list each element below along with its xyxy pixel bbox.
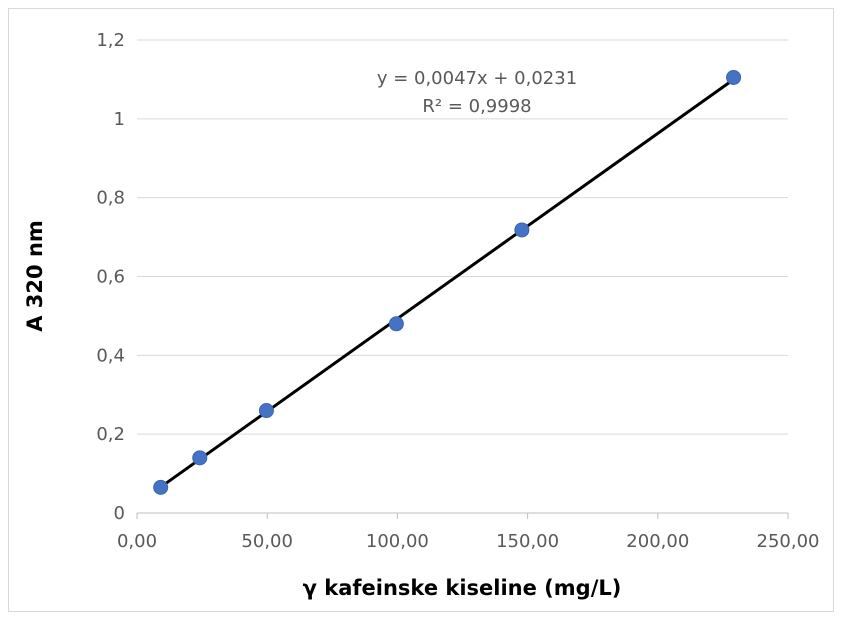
chart-frame bbox=[8, 8, 834, 612]
x-tick-label: 50,00 bbox=[241, 531, 293, 552]
data-point bbox=[388, 316, 404, 332]
x-tick-label: 0,00 bbox=[117, 531, 157, 552]
trendline-layer bbox=[159, 78, 735, 489]
x-tick-label: 150,00 bbox=[496, 531, 559, 552]
trendline-equation: y = 0,0047x + 0,0231 bbox=[377, 68, 577, 89]
x-tick-label: 250,00 bbox=[757, 531, 820, 552]
axis-layer bbox=[136, 512, 789, 519]
data-point bbox=[514, 222, 530, 238]
data-point bbox=[153, 479, 169, 495]
x-tick-label: 100,00 bbox=[366, 531, 429, 552]
data-points bbox=[153, 69, 742, 495]
y-tick-label: 0,6 bbox=[96, 267, 125, 288]
tick-labels: 0 0,2 0,4 0,6 0,8 1 1,2 0,00 50,00 100,00 150,00 20… bbox=[96, 30, 819, 552]
grid-layer bbox=[137, 39, 788, 435]
y-tick-label: 1,2 bbox=[96, 30, 125, 51]
y-tick-label: 0,8 bbox=[96, 188, 125, 209]
data-point bbox=[258, 403, 274, 419]
y-tick-label: 1 bbox=[114, 109, 125, 130]
y-tick-label: 0 bbox=[114, 503, 125, 524]
x-axis-title: γ kafeinske kiseline (mg/L) bbox=[303, 576, 622, 600]
y-tick-label: 0,4 bbox=[96, 345, 125, 366]
y-tick-label: 0,2 bbox=[96, 424, 125, 445]
trendline bbox=[159, 78, 735, 489]
x-tick-label: 200,00 bbox=[626, 531, 689, 552]
y-axis-title: A 320 nm bbox=[23, 220, 47, 332]
r-squared-label: R² = 0,9998 bbox=[422, 96, 531, 117]
data-point bbox=[192, 450, 208, 466]
data-point bbox=[726, 69, 742, 85]
